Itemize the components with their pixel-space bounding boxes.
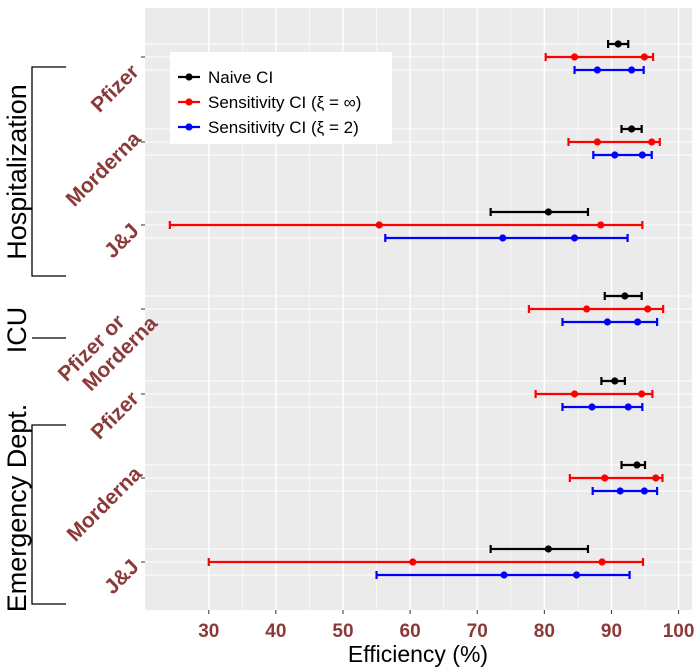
ci-naive-row-2-point-0 — [544, 208, 552, 216]
ci-xi_2-row-6-point-1 — [572, 571, 581, 579]
legend-label-naive: Naive CI — [208, 68, 273, 87]
ci-xi_2-row-5-point-0 — [616, 487, 624, 495]
ci-naive-row-3-point-0 — [621, 292, 629, 300]
ci-xi_inf-row-5-point-1 — [652, 474, 660, 482]
ci-naive-row-4-point-0 — [611, 377, 619, 385]
x-tick-label-30: 30 — [198, 621, 219, 642]
ci-xi_2-row-3-point-1 — [634, 318, 642, 326]
x-tick-label-100: 100 — [663, 621, 695, 642]
legend-box — [170, 52, 392, 144]
ci-xi_inf-row-4-point-1 — [638, 390, 646, 398]
ci-xi_2-row-2-point-0 — [499, 234, 507, 242]
category-label-5: Morderna — [63, 462, 147, 546]
x-tick-label-40: 40 — [265, 621, 286, 642]
ci-xi_2-row-1-point-0 — [611, 151, 619, 159]
ci-xi_2-row-5-point-1 — [640, 487, 648, 495]
x-tick-label-80: 80 — [534, 621, 555, 642]
ci-series — [168, 40, 665, 579]
ci-naive-row-0-point-0 — [614, 40, 622, 48]
ci-xi_inf-row-6-point-1 — [598, 558, 606, 566]
group-label-2: Emergency Dept. — [2, 404, 32, 613]
group-label-1: ICU — [2, 307, 32, 354]
ci-xi_inf-row-0-point-1 — [640, 53, 648, 61]
ci-xi_2-row-6-point-0 — [500, 571, 508, 579]
ci-xi_inf-row-0-point-0 — [570, 53, 579, 61]
category-label-4: Pfizer — [87, 387, 144, 444]
legend: Naive CI Sensitivity CI (ξ = ∞) Sensitivit… — [170, 52, 392, 144]
group-bracket-0 — [31, 66, 66, 277]
category-label-2: J&J — [100, 219, 144, 263]
ci-xi_inf-row-6-point-0 — [409, 558, 417, 566]
ci-xi_2-row-0-point-0 — [593, 66, 601, 74]
ci-xi_inf-row-3-point-0 — [583, 305, 591, 313]
ci-xi_inf-row-1-point-0 — [593, 138, 601, 146]
ci-xi_inf-row-3-point-1 — [644, 305, 652, 313]
legend-marker-xi_2 — [185, 123, 193, 131]
ci-naive-row-5-point-0 — [633, 461, 641, 469]
group-bracket-2 — [31, 424, 66, 605]
ci-xi_inf-row-5-point-0 — [601, 474, 609, 482]
category-label-0: Pfizer — [87, 60, 144, 117]
x-axis: 30 40 50 60 70 80 90 100 — [198, 610, 694, 642]
x-tick-label-60: 60 — [400, 621, 421, 642]
legend-label-xi_inf: Sensitivity CI (ξ = ∞) — [208, 93, 361, 112]
ci-naive-row-6-point-0 — [544, 545, 552, 553]
ci-xi_2-row-4-point-0 — [588, 403, 596, 411]
ci-xi_inf-row-2-point-1 — [597, 221, 605, 229]
ci-naive-row-1-point-0 — [627, 125, 636, 133]
ci-xi_inf-row-4-point-0 — [570, 390, 579, 398]
category-label-1: Morderna — [62, 127, 146, 211]
x-tick-label-50: 50 — [332, 621, 353, 642]
group-label-0: Hospitalization — [2, 84, 32, 260]
x-axis-title: Efficiency (%) — [348, 641, 488, 667]
ci-xi_2-row-4-point-1 — [624, 403, 632, 411]
legend-marker-naive — [185, 73, 193, 81]
ci-xi_2-row-2-point-1 — [570, 234, 579, 242]
category-label-6: J&J — [100, 555, 144, 599]
legend-marker-xi_inf — [185, 98, 193, 106]
legend-label-xi_2: Sensitivity CI (ξ = 2) — [208, 118, 359, 137]
ci-xi_2-row-1-point-1 — [638, 151, 646, 159]
ci-xi_2-row-0-point-1 — [627, 66, 636, 74]
ci-xi_inf-row-2-point-0 — [375, 221, 383, 229]
ci-xi_2-row-3-point-0 — [603, 318, 612, 326]
x-tick-label-70: 70 — [467, 621, 488, 642]
x-tick-label-90: 90 — [601, 621, 622, 642]
ci-xi_inf-row-1-point-1 — [648, 138, 656, 146]
